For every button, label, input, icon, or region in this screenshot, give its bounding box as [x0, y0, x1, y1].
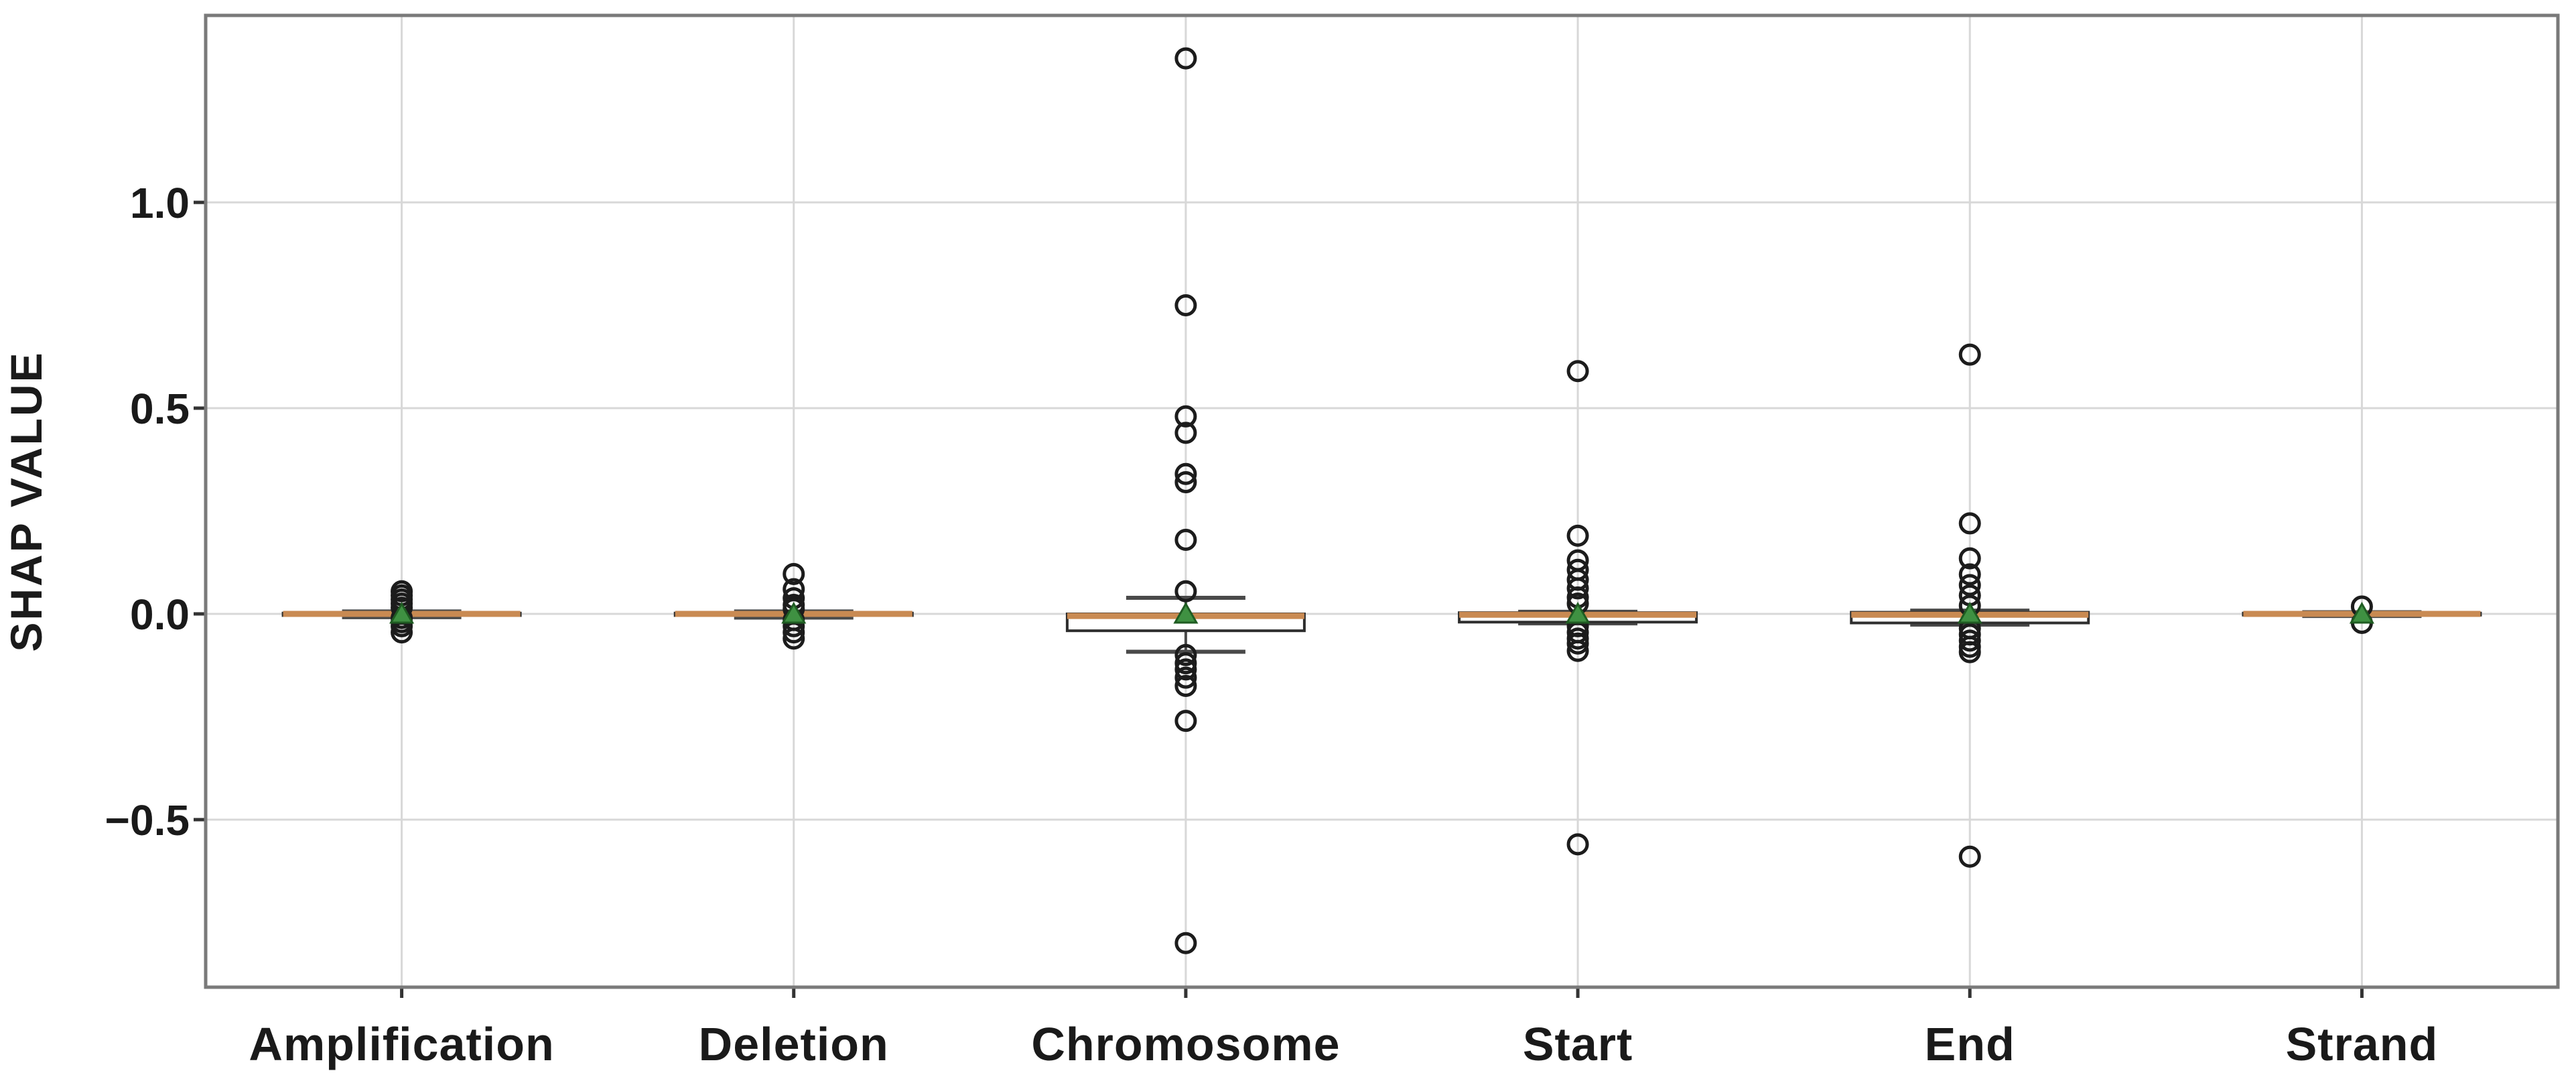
outlier-point — [1958, 547, 1981, 570]
x-tick-label-deletion: Deletion — [699, 1018, 889, 1070]
box-group-chromosome — [1065, 47, 1306, 954]
x-tick-label-strand: Strand — [2286, 1018, 2439, 1070]
outlier-point — [1174, 932, 1197, 954]
outlier-point — [1174, 462, 1197, 485]
y-tick-label: 0.0 — [130, 590, 190, 639]
outlier-point — [1174, 658, 1197, 681]
plot-frame — [204, 13, 2560, 989]
outlier-point — [1566, 632, 1589, 655]
outlier-point — [1958, 629, 1981, 652]
outlier-point — [1174, 422, 1197, 444]
box-group-end — [1850, 343, 2090, 868]
mean-marker — [2349, 601, 2375, 624]
box-group-start — [1458, 360, 1698, 856]
outlier-point — [1566, 833, 1589, 856]
outlier-point — [1174, 471, 1197, 494]
outlier-point — [1174, 666, 1197, 689]
box-group-deletion — [673, 562, 914, 650]
outlier-point — [783, 562, 805, 585]
outlier-point — [1566, 639, 1589, 662]
outlier-point — [1958, 845, 1981, 868]
outlier-point — [1174, 47, 1197, 70]
outlier-point — [1958, 574, 1981, 596]
box-group-strand — [2242, 595, 2482, 635]
box-group-amplification — [281, 580, 522, 644]
x-tick-label-start: Start — [1523, 1018, 1633, 1070]
x-tick-label-amplification: Amplification — [249, 1018, 554, 1070]
outlier-point — [1174, 674, 1197, 697]
x-tick-label-end: End — [1925, 1018, 2015, 1070]
outlier-point — [1174, 643, 1197, 666]
x-tick-label-chromosome: Chromosome — [1031, 1018, 1340, 1070]
box-layer — [281, 47, 2482, 954]
outlier-point — [1566, 360, 1589, 383]
y-tick-label: 0.5 — [130, 385, 190, 433]
y-tick-label: 1.0 — [130, 179, 190, 227]
outlier-point — [1174, 710, 1197, 733]
outlier-point — [1174, 652, 1197, 675]
outlier-point — [1566, 577, 1589, 600]
outlier-point — [783, 627, 805, 650]
outlier-point — [1958, 343, 1981, 366]
outlier-point — [1566, 524, 1589, 547]
frame-layer — [194, 13, 2560, 998]
axis-text-layer: SHAP VALUE 1.0 0.5 0.0 −0.5 Amplification Del… — [1, 179, 2439, 1070]
outlier-point — [1958, 563, 1981, 586]
outlier-point — [1174, 294, 1197, 316]
outlier-point — [1958, 641, 1981, 663]
mean-marker — [781, 601, 807, 624]
outlier-point — [1958, 512, 1981, 535]
grid-layer — [206, 15, 2558, 987]
mean-marker — [1957, 601, 1982, 624]
outlier-point — [1174, 405, 1197, 428]
y-tick-label: −0.5 — [105, 796, 190, 844]
outlier-point — [1174, 528, 1197, 551]
mean-marker — [1565, 601, 1590, 624]
outlier-point — [1174, 580, 1197, 602]
mean-marker — [389, 601, 415, 624]
y-axis-title: SHAP VALUE — [1, 351, 51, 651]
mean-marker — [1173, 601, 1199, 624]
